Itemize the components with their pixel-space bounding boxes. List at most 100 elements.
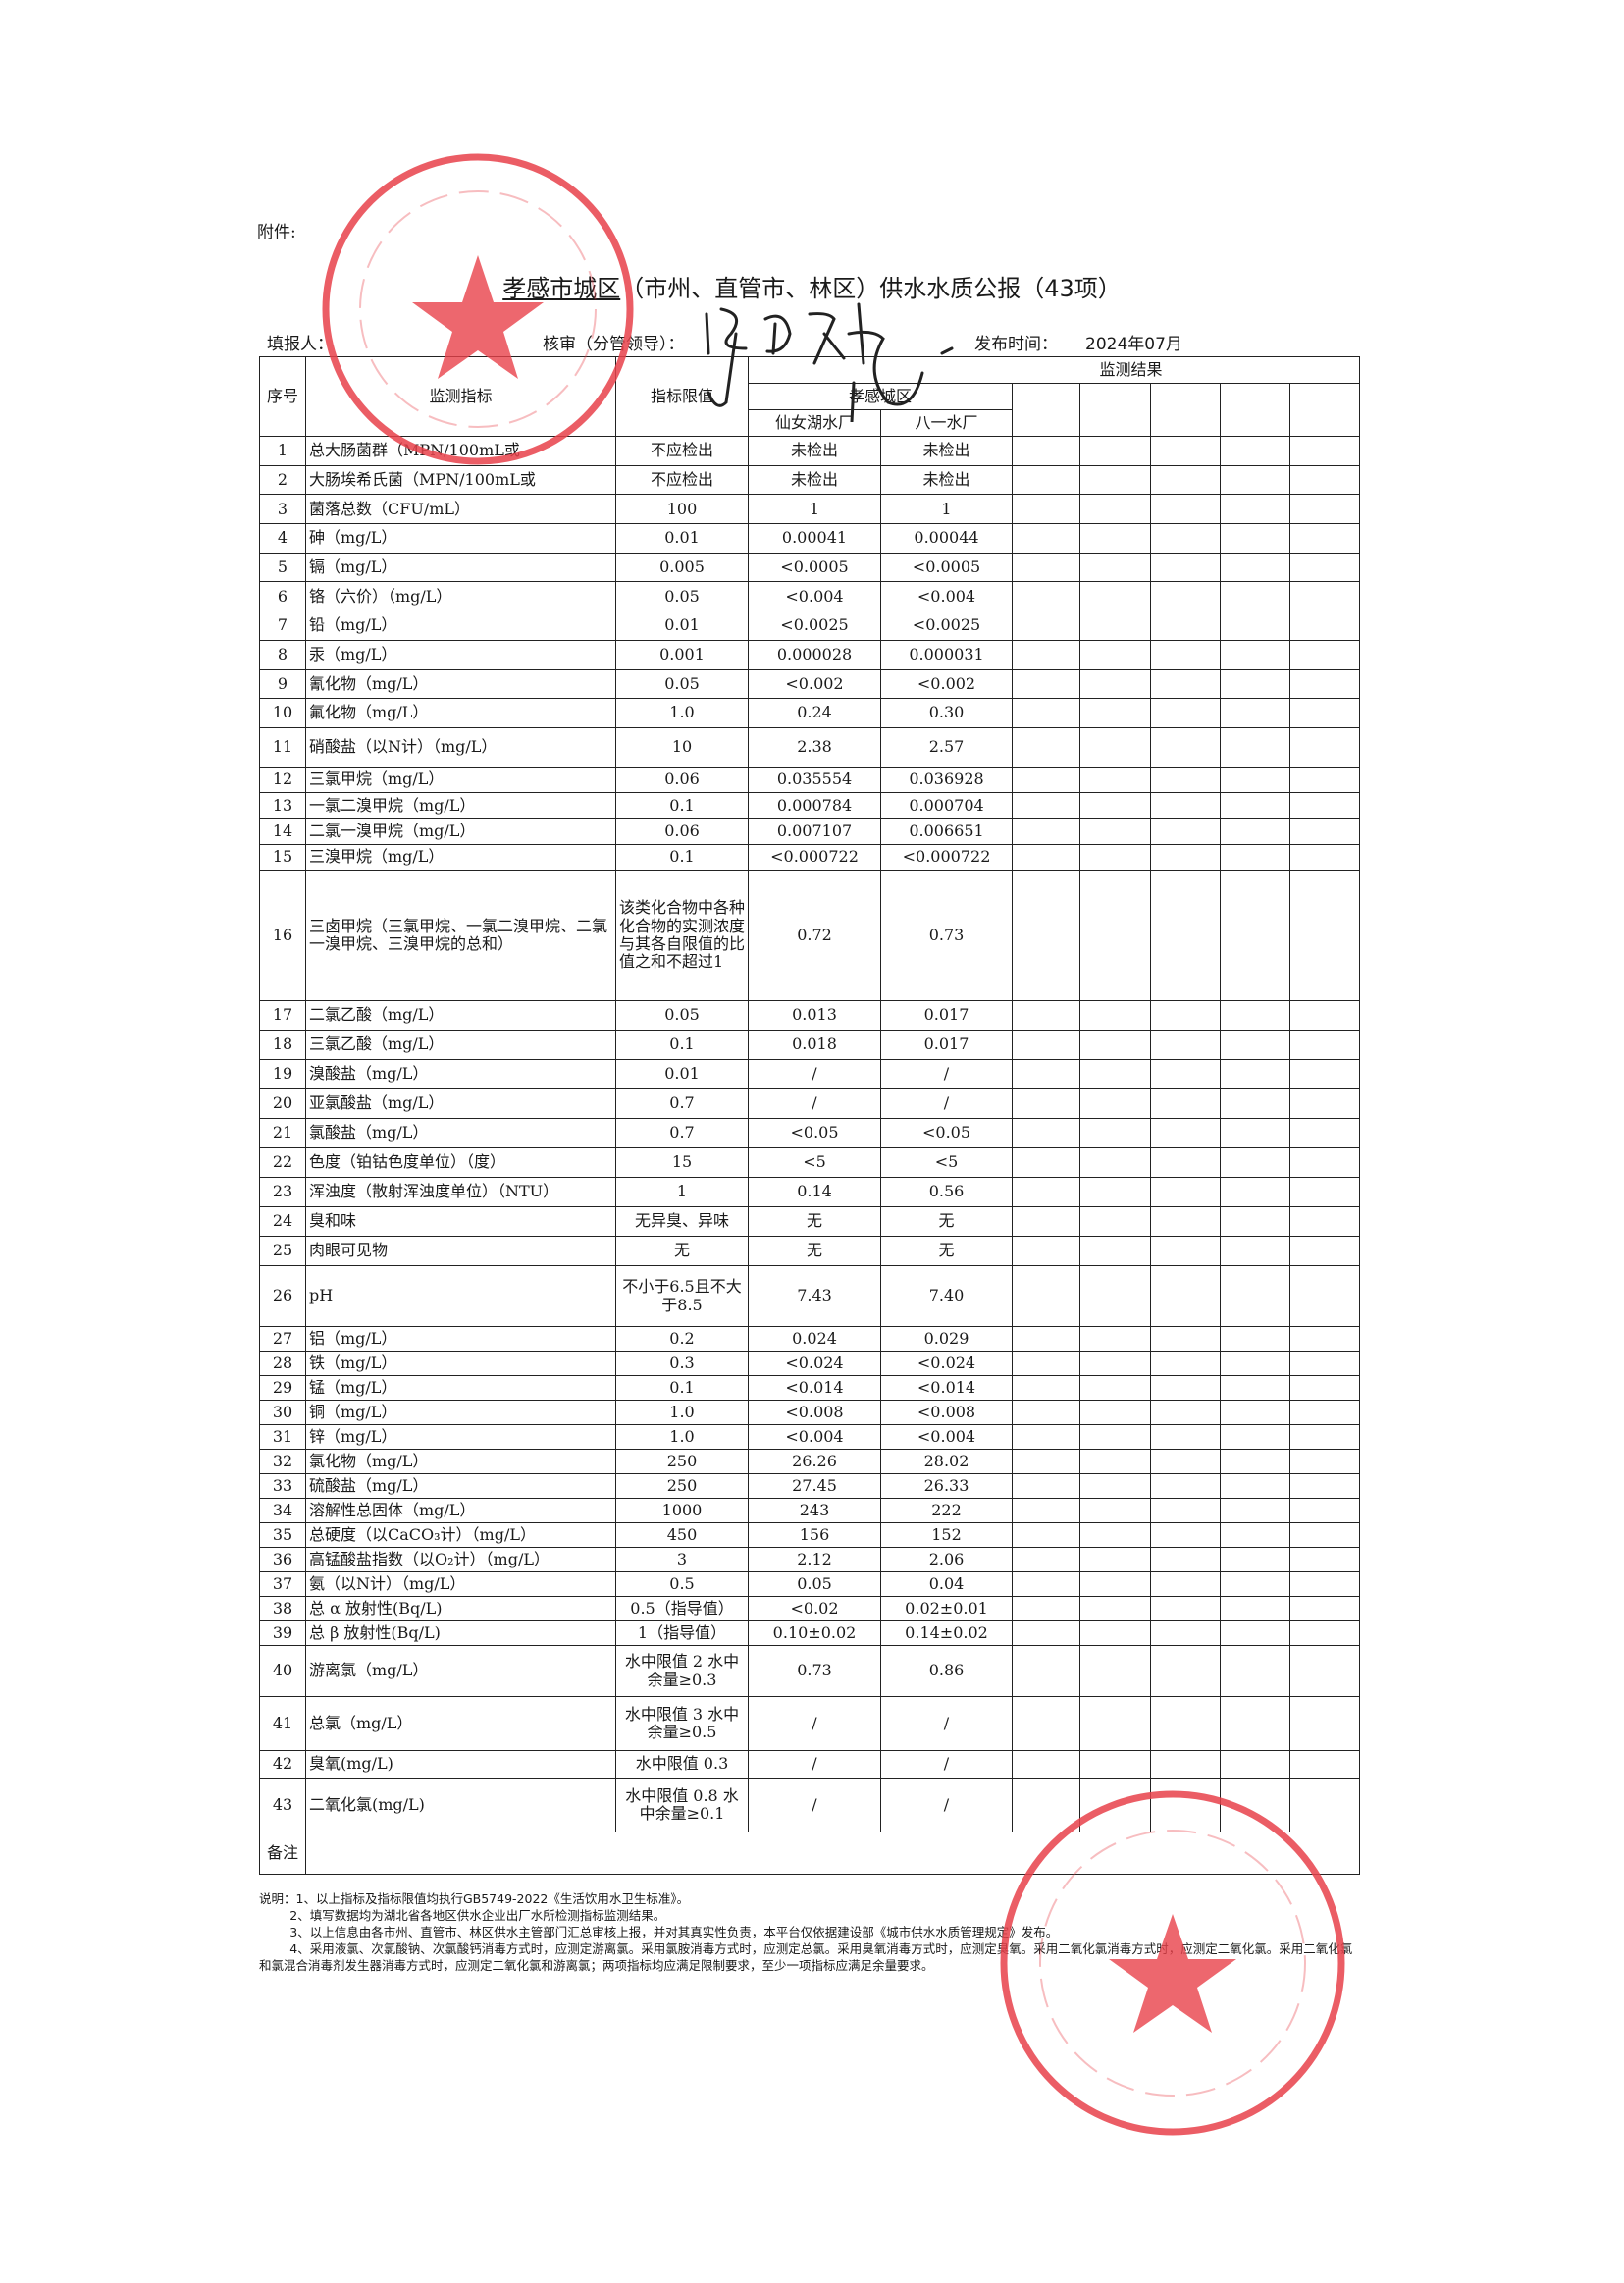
empty-cell	[1220, 1030, 1290, 1061]
empty-cell	[1012, 464, 1080, 496]
cell-plant1: 0.14	[748, 1177, 881, 1208]
empty-cell	[1220, 1326, 1290, 1353]
cell-plant1: 0.018	[748, 1030, 881, 1061]
cell-plant2: 26.33	[880, 1473, 1013, 1500]
cell-plant2: 未检出	[880, 464, 1013, 496]
table-row: 22 色度（铂钴色度单位）（度） 15 <5 <5	[259, 1147, 1361, 1179]
empty-cell	[1012, 726, 1080, 768]
empty-cell	[1288, 639, 1361, 670]
cell-plant1: <0.014	[748, 1375, 881, 1402]
table-row: 42 臭氧(mg/L) 水中限值 0.3//	[259, 1750, 1361, 1779]
attachment-label: 附件:	[257, 223, 296, 242]
cell-indicator: 大肠埃希氏菌（MPN/100mL或	[305, 464, 616, 496]
cell-indicator: 亚氯酸盐（mg/L）	[305, 1088, 616, 1120]
table-row: 3 菌落总数（CFU/mL） 100 1 1	[259, 494, 1361, 525]
empty-cell	[1288, 436, 1361, 466]
empty-cell	[1150, 1473, 1221, 1500]
empty-cell	[1012, 1375, 1080, 1402]
cell-no: 11	[259, 726, 306, 768]
cell-no: 19	[259, 1059, 306, 1090]
empty-cell	[1012, 1351, 1080, 1377]
table-row: 28 铁（mg/L） 0.3 <0.024 <0.024	[259, 1351, 1361, 1377]
cell-plant2: 0.04	[880, 1571, 1013, 1598]
cell-no: 40	[259, 1645, 306, 1698]
empty-cell	[1288, 581, 1361, 612]
cell-plant2: 0.02±0.01	[880, 1596, 1013, 1622]
empty-cell	[1150, 1778, 1221, 1833]
table-row: 33 硫酸盐（mg/L） 250 27.45 26.33	[259, 1473, 1361, 1500]
empty-cell	[1288, 1000, 1361, 1032]
empty-cell	[1012, 1571, 1080, 1598]
cell-indicator: 臭氧(mg/L)	[305, 1750, 616, 1779]
cell-plant2: 0.029	[880, 1326, 1013, 1353]
empty-cell	[1288, 1596, 1361, 1622]
empty-cell	[1150, 523, 1221, 554]
empty-cell	[1150, 698, 1221, 728]
cell-plant1: <0.0025	[748, 611, 881, 641]
empty-cell	[1288, 1118, 1361, 1149]
remarks-label: 备注	[259, 1832, 306, 1876]
cell-no: 9	[259, 668, 306, 700]
cell-limit: 0.5	[615, 1571, 749, 1598]
empty-cell	[1220, 818, 1290, 845]
table-row: 19 溴酸盐（mg/L） 0.01//	[259, 1059, 1361, 1090]
cell-indicator: 汞（mg/L）	[305, 639, 616, 670]
cell-plant2: 0.006651	[880, 818, 1013, 845]
cell-limit: 1.0	[615, 698, 749, 728]
cell-indicator: 铝（mg/L）	[305, 1326, 616, 1353]
cell-no: 42	[259, 1750, 306, 1779]
empty-cell	[1288, 1059, 1361, 1090]
empty-cell	[1220, 1088, 1290, 1120]
empty-cell	[1220, 1778, 1290, 1833]
empty-cell	[1220, 436, 1290, 466]
empty-cell	[1220, 1236, 1290, 1267]
empty-cell	[1220, 1645, 1290, 1698]
empty-cell	[1220, 1375, 1290, 1402]
publish-date: 2024年07月	[1085, 335, 1182, 354]
empty-cell	[1288, 1030, 1361, 1061]
cell-limit: 100	[615, 494, 749, 525]
empty-cell	[1079, 1571, 1151, 1598]
cell-no: 14	[259, 818, 306, 845]
empty-cell	[1288, 668, 1361, 700]
cell-indicator: 铬（六价）（mg/L）	[305, 581, 616, 612]
cell-plant2: 222	[880, 1498, 1013, 1524]
empty-cell	[1288, 1400, 1361, 1426]
empty-cell	[1012, 1059, 1080, 1090]
empty-cell	[1012, 843, 1080, 872]
cell-limit: 0.7	[615, 1088, 749, 1120]
cell-indicator: 三溴甲烷（mg/L）	[305, 843, 616, 872]
cell-indicator: 氰化物（mg/L）	[305, 668, 616, 700]
cell-no: 36	[259, 1547, 306, 1573]
cell-limit: 0.005	[615, 552, 749, 583]
empty-cell	[1220, 1473, 1290, 1500]
empty-cell	[1150, 1696, 1221, 1752]
empty-cell	[1288, 1778, 1361, 1833]
cell-no: 21	[259, 1118, 306, 1149]
cell-limit: 水中限值 3 水中余量≥0.5	[615, 1696, 749, 1752]
cell-plant2: 未检出	[880, 436, 1013, 466]
cell-plant1: 0.10±0.02	[748, 1620, 881, 1647]
cell-no: 4	[259, 523, 306, 554]
empty-cell	[1150, 1449, 1221, 1475]
empty-cell	[1012, 1522, 1080, 1549]
table-row: 14 二氯一溴甲烷（mg/L） 0.06 0.007107 0.006651	[259, 818, 1361, 845]
empty-cell	[1150, 1620, 1221, 1647]
table-row: 9 氰化物（mg/L） 0.05 <0.002 <0.002	[259, 668, 1361, 700]
empty-cell	[1012, 698, 1080, 728]
cell-plant1: 0.007107	[748, 818, 881, 845]
empty-cell	[1079, 464, 1151, 496]
cell-no: 39	[259, 1620, 306, 1647]
empty-cell	[1220, 1000, 1290, 1032]
table-row: 15 三溴甲烷（mg/L） 0.1 <0.000722 <0.000722	[259, 843, 1361, 872]
empty-cell	[1220, 639, 1290, 670]
cell-plant2: <5	[880, 1147, 1013, 1179]
cell-limit: 0.1	[615, 1375, 749, 1402]
empty-cell	[1220, 1177, 1290, 1208]
empty-cell	[1150, 1596, 1221, 1622]
empty-cell	[1150, 552, 1221, 583]
cell-plant1: <0.02	[748, 1596, 881, 1622]
empty-cell	[1288, 1645, 1361, 1698]
empty-cell	[1012, 1206, 1080, 1238]
empty-cell	[1012, 870, 1080, 1002]
